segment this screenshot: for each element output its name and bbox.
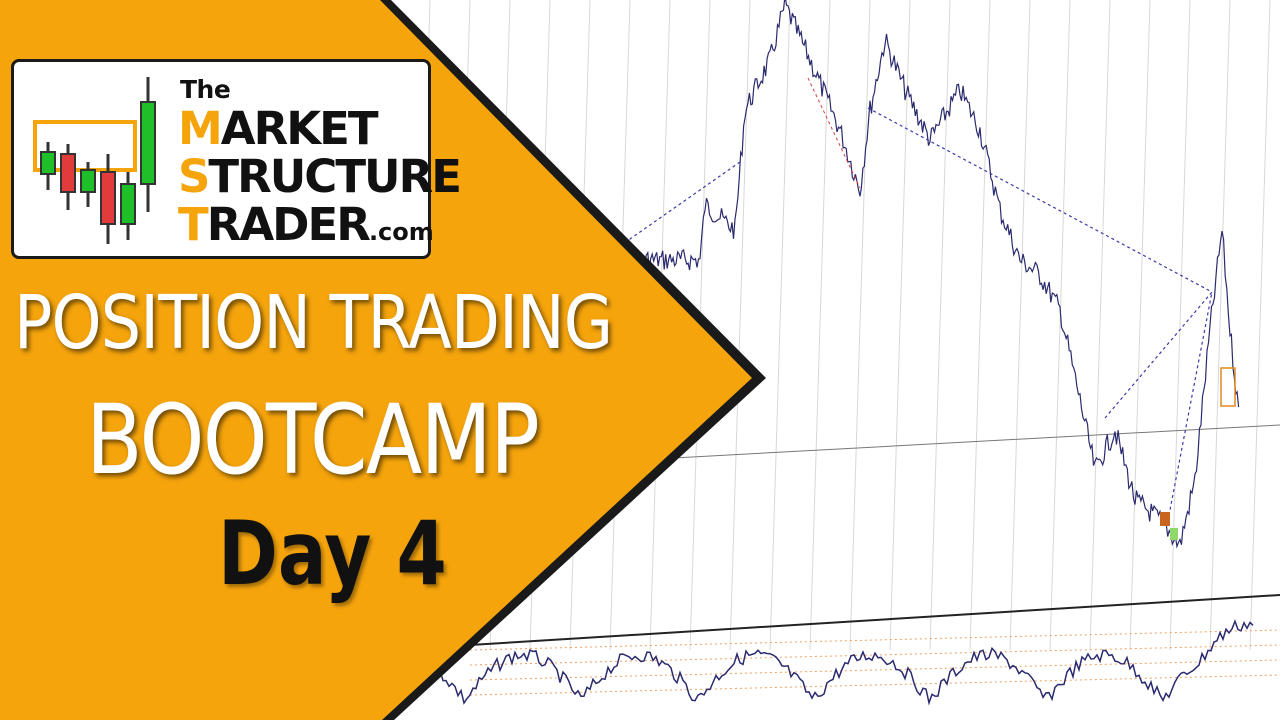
trend-line-3 <box>1104 289 1214 511</box>
entry-marker <box>1160 512 1170 526</box>
grid-line <box>929 0 951 651</box>
grid-line <box>1249 0 1271 651</box>
logo-word-trader: TRADER.com <box>178 198 434 251</box>
oscillator-line <box>439 619 1254 706</box>
grid-line <box>889 0 911 651</box>
grid-line <box>809 0 831 651</box>
logo-the-text: The <box>180 75 231 104</box>
grid-line <box>849 0 871 651</box>
grid-line <box>969 0 991 651</box>
logo-word-structure: STRUCTURE <box>178 150 462 203</box>
grid-line <box>1009 0 1031 651</box>
horizontal-level-line <box>599 424 1280 463</box>
headline-position-trading: POSITION TRADING <box>14 280 613 366</box>
headline-day-number: Day 4 <box>218 502 447 605</box>
trend-lines <box>599 77 1236 540</box>
oscillator-panel <box>439 619 1280 706</box>
trend-line-2 <box>867 107 1213 293</box>
headline-bootcamp: BOOTCAMP <box>86 384 540 496</box>
logo-word-market: MARKET <box>178 102 379 155</box>
target-marker <box>1170 528 1178 540</box>
panel-separator-line <box>469 594 1280 646</box>
trend-line-1 <box>599 161 741 261</box>
chart-grid <box>409 0 1280 651</box>
highlight-box <box>1220 367 1236 407</box>
grid-line <box>1049 0 1071 651</box>
market-structure-trader-logo: The MARKET STRUCTURE TRADER.com <box>11 59 462 259</box>
grid-line <box>769 0 791 651</box>
grid-line <box>1089 0 1111 651</box>
oscillator-level-line <box>469 629 1280 651</box>
price-line <box>599 0 1240 549</box>
grid-line <box>1129 0 1151 651</box>
candlestick-logo-icon <box>33 77 156 244</box>
grid-line <box>1209 0 1231 651</box>
oscillator-level-line <box>469 674 1280 696</box>
trend-line-red <box>807 77 861 189</box>
price-series <box>599 0 1240 549</box>
